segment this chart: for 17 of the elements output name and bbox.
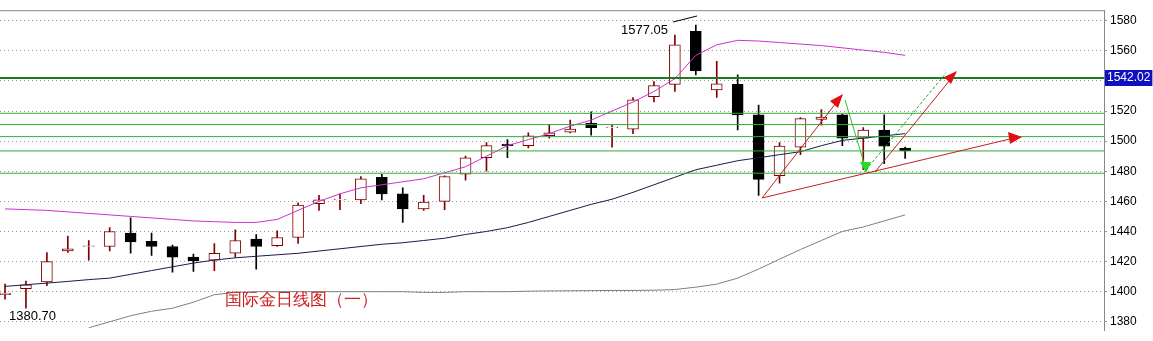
y-tick-label: 1380	[1110, 314, 1138, 329]
y-tick-label: 1580	[1110, 13, 1138, 28]
y-tick-label: 1500	[1110, 133, 1138, 148]
annotation: 1380.70	[9, 307, 56, 323]
text: 国际金日线图（一）	[225, 289, 378, 310]
y-tick-label: 1560	[1110, 43, 1138, 58]
y-tick-label: 1480	[1110, 163, 1138, 178]
y-tick-label: 1460	[1110, 193, 1138, 208]
candlestick	[334, 193, 346, 210]
y-tick-label: 1420	[1110, 253, 1138, 268]
candlestick	[606, 124, 618, 148]
candlestick	[61, 235, 74, 253]
annotation: 1577.05	[621, 21, 668, 37]
y-tick-label: 1440	[1110, 223, 1138, 238]
y-tick-label: 1400	[1110, 283, 1138, 298]
y-tick-label: 1520	[1110, 103, 1138, 118]
ref-line-label: 1542.02	[1107, 70, 1151, 85]
